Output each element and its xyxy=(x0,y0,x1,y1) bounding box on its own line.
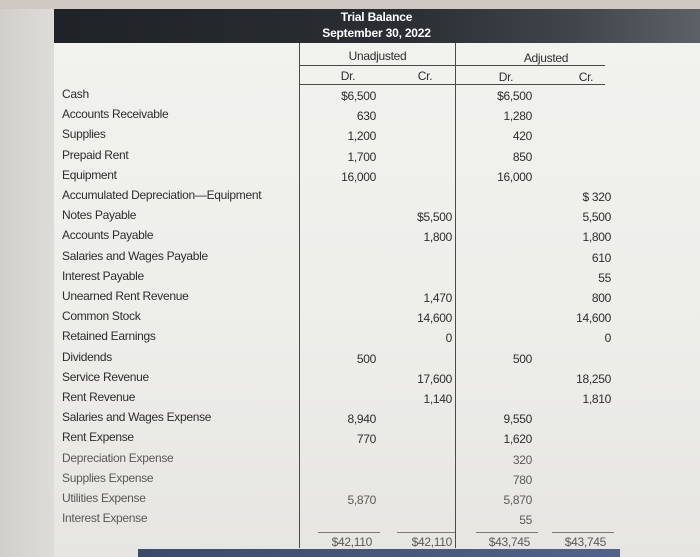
amount-u-dr: 1,700 xyxy=(347,150,376,164)
amount-a-cr: 55 xyxy=(598,271,611,285)
amount-u-cr: 1,140 xyxy=(423,392,452,406)
amount-a-cr: $ 320 xyxy=(582,190,611,204)
amount-a-cr: 1,810 xyxy=(582,392,611,406)
account-name: Utilities Expense xyxy=(62,491,146,505)
amount-a-dr: 16,000 xyxy=(497,170,532,184)
amount-a-cr: 14,600 xyxy=(576,311,611,325)
amount-u-dr: $6,500 xyxy=(341,89,376,103)
title-banner: Trial Balance September 30, 2022 xyxy=(54,9,700,43)
total-rule xyxy=(397,532,455,533)
account-name: Interest Expense xyxy=(62,511,148,525)
amount-a-dr: 420 xyxy=(512,129,532,143)
account-name: Cash xyxy=(62,87,89,101)
background-strip xyxy=(0,0,700,9)
adjusted-header: Adjusted xyxy=(523,51,569,65)
account-name: Equipment xyxy=(62,168,117,182)
total-rule xyxy=(552,532,614,533)
amount-u-dr: 770 xyxy=(356,432,376,446)
amount-a-dr: 1,620 xyxy=(503,432,532,446)
amount-a-dr: 9,550 xyxy=(503,412,532,426)
account-name: Common Stock xyxy=(62,309,141,323)
page-margin xyxy=(0,9,54,557)
amount-u-dr: 8,940 xyxy=(347,412,376,426)
amount-a-cr: 610 xyxy=(591,251,611,265)
total-rule xyxy=(476,532,538,533)
column-divider xyxy=(455,43,456,548)
amount-a-cr: 0 xyxy=(604,331,612,345)
amount-u-dr: 630 xyxy=(356,109,376,123)
column-divider xyxy=(299,43,300,548)
account-name: Rent Expense xyxy=(62,430,134,444)
amount-u-cr: 1,470 xyxy=(423,291,452,305)
unadjusted-header: Unadjusted xyxy=(348,49,407,63)
account-name: Notes Payable xyxy=(62,208,137,222)
amount-u-cr: 17,600 xyxy=(417,372,452,386)
account-name: Accounts Payable xyxy=(62,228,154,242)
report-title: Trial Balance xyxy=(340,10,413,24)
amount-u-dr: 16,000 xyxy=(341,170,376,184)
amount-a-cr: 18,250 xyxy=(576,372,611,386)
amount-a-dr: 320 xyxy=(512,453,532,467)
account-name: Accumulated Depreciation—Equipment xyxy=(62,188,262,202)
account-name: Rent Revenue xyxy=(62,390,136,404)
total-rule xyxy=(318,532,380,533)
report-date: September 30, 2022 xyxy=(322,26,431,40)
bottom-edge xyxy=(138,549,620,557)
account-name: Depreciation Expense xyxy=(62,451,174,465)
header-rule xyxy=(299,65,605,66)
amount-a-dr: 1,280 xyxy=(503,109,532,123)
amount-u-dr: 5,870 xyxy=(347,493,376,507)
account-name: Prepaid Rent xyxy=(62,148,129,162)
amount-u-dr: 1,200 xyxy=(347,129,376,143)
amount-u-cr: 0 xyxy=(445,331,453,345)
amount-u-cr: 1,800 xyxy=(423,230,452,244)
account-name: Service Revenue xyxy=(62,370,149,384)
account-name: Interest Payable xyxy=(62,269,144,283)
amount-a-dr: 5,870 xyxy=(503,493,532,507)
total-adjusted-credit: $43,745 xyxy=(564,535,607,549)
amount-a-cr: 800 xyxy=(591,291,611,305)
header-rule xyxy=(299,84,605,85)
account-name: Unearned Rent Revenue xyxy=(62,289,189,303)
account-name: Supplies Expense xyxy=(62,471,154,485)
account-name: Salaries and Wages Expense xyxy=(62,410,212,424)
account-name: Retained Earnings xyxy=(62,329,156,343)
amount-a-dr: 780 xyxy=(512,473,532,487)
account-name: Salaries and Wages Payable xyxy=(62,249,208,263)
amount-u-dr: 500 xyxy=(356,352,376,366)
unadjusted-debit-header: Dr. xyxy=(340,69,356,83)
amount-u-cr: 14,600 xyxy=(417,311,452,325)
amount-a-dr: 55 xyxy=(519,513,532,527)
amount-a-dr: $6,500 xyxy=(497,89,532,103)
adjusted-debit-header: Dr. xyxy=(498,70,514,84)
total-unadjusted-credit: $42,110 xyxy=(411,535,453,549)
account-name: Supplies xyxy=(62,127,106,141)
amount-a-dr: 850 xyxy=(512,150,532,164)
amount-a-cr: 1,800 xyxy=(582,230,611,244)
amount-u-cr: $5,500 xyxy=(417,210,452,224)
adjusted-credit-header: Cr. xyxy=(578,70,594,84)
worksheet-paper xyxy=(54,9,700,557)
account-name: Accounts Receivable xyxy=(62,107,169,121)
amount-a-cr: 5,500 xyxy=(582,210,611,224)
account-name: Dividends xyxy=(62,350,112,364)
total-adjusted-debit: $43,745 xyxy=(488,535,531,549)
amount-a-dr: 500 xyxy=(512,352,532,366)
total-unadjusted-debit: $42,110 xyxy=(331,535,373,549)
unadjusted-credit-header: Cr. xyxy=(417,69,433,83)
